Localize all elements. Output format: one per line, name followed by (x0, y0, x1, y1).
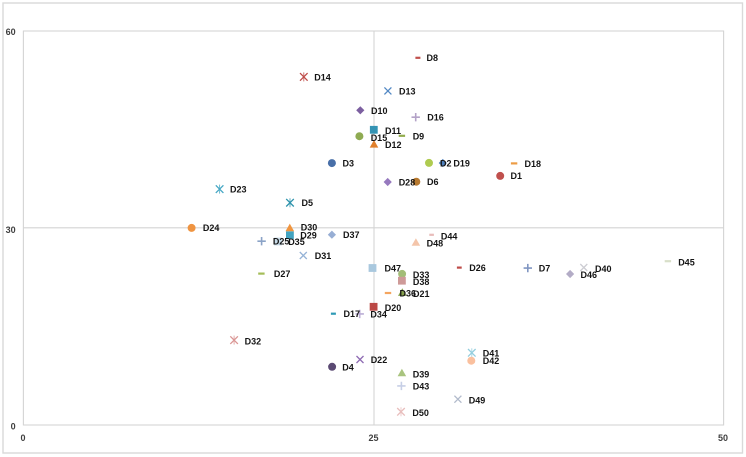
svg-text:D22: D22 (371, 355, 388, 365)
svg-text:D27: D27 (274, 269, 291, 279)
svg-text:D30: D30 (301, 223, 318, 233)
svg-text:D11: D11 (385, 126, 401, 136)
svg-text:D43: D43 (413, 382, 430, 392)
svg-text:D15: D15 (371, 133, 388, 143)
svg-text:D2: D2 (440, 159, 452, 169)
svg-text:D42: D42 (483, 356, 500, 366)
svg-text:D19: D19 (453, 159, 470, 169)
svg-text:D24: D24 (203, 223, 220, 233)
svg-text:D41: D41 (483, 348, 500, 358)
svg-text:D36: D36 (400, 288, 417, 298)
svg-text:D23: D23 (230, 185, 247, 195)
svg-text:D34: D34 (370, 310, 387, 320)
svg-text:D35: D35 (288, 237, 305, 247)
svg-text:50: 50 (718, 433, 728, 443)
svg-text:D17: D17 (344, 309, 361, 319)
svg-text:D5: D5 (302, 198, 314, 208)
svg-text:D21: D21 (413, 289, 430, 299)
svg-text:D12: D12 (385, 140, 402, 150)
svg-text:D47: D47 (385, 264, 402, 274)
svg-text:25: 25 (368, 433, 378, 443)
svg-text:D48: D48 (427, 239, 444, 249)
svg-text:D3: D3 (343, 158, 355, 168)
svg-text:D25: D25 (273, 237, 290, 247)
svg-text:0: 0 (11, 422, 16, 432)
svg-text:D45: D45 (678, 258, 695, 268)
svg-text:D50: D50 (412, 408, 429, 418)
svg-text:D40: D40 (595, 264, 612, 274)
svg-text:D39: D39 (413, 369, 430, 379)
svg-text:D49: D49 (469, 395, 486, 405)
svg-text:D33: D33 (413, 270, 430, 280)
svg-text:D18: D18 (525, 159, 542, 169)
svg-text:D20: D20 (385, 303, 402, 313)
svg-text:D38: D38 (413, 277, 430, 287)
svg-text:D4: D4 (342, 363, 354, 373)
svg-text:D8: D8 (427, 53, 439, 63)
svg-text:D28: D28 (399, 177, 416, 187)
svg-text:D32: D32 (245, 336, 262, 346)
svg-text:D46: D46 (581, 270, 598, 280)
svg-text:D9: D9 (413, 132, 425, 142)
svg-text:60: 60 (6, 27, 16, 37)
svg-text:30: 30 (6, 225, 16, 235)
svg-text:D6: D6 (427, 177, 439, 187)
svg-text:D16: D16 (427, 113, 444, 123)
svg-text:D13: D13 (399, 86, 416, 96)
svg-text:D31: D31 (315, 251, 332, 261)
svg-text:D7: D7 (539, 264, 551, 274)
svg-text:0: 0 (20, 433, 25, 443)
svg-text:D14: D14 (314, 73, 331, 83)
svg-text:D1: D1 (511, 171, 523, 181)
svg-text:D10: D10 (371, 106, 388, 116)
svg-text:D44: D44 (441, 232, 458, 242)
svg-text:D37: D37 (343, 230, 360, 240)
svg-text:D26: D26 (469, 263, 486, 273)
svg-text:D29: D29 (300, 231, 317, 241)
